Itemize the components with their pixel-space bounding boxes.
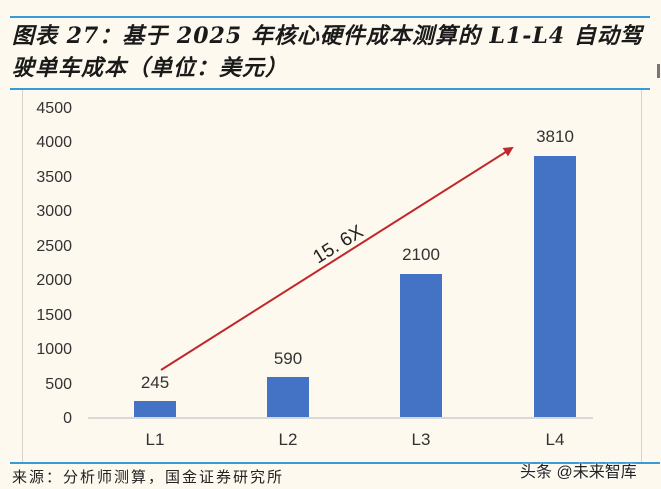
bottom-rule: [10, 462, 660, 464]
data-label-l1: 245: [140, 373, 170, 392]
y-tick: 3000: [36, 203, 72, 221]
data-label-l2: 590: [273, 349, 303, 368]
watermark: 头条 @未来智库: [520, 464, 637, 481]
y-tick: 500: [45, 375, 72, 393]
x-tick-l3: L3: [411, 430, 431, 449]
y-tick: 3500: [36, 168, 72, 186]
y-tick: 4000: [36, 134, 72, 152]
plot-frame: [22, 90, 642, 462]
x-axis-line: [88, 417, 593, 419]
y-tick: 2500: [36, 237, 72, 255]
x-tick-l2: L2: [278, 430, 298, 449]
y-tick: 2000: [36, 272, 72, 290]
x-tick-l1: L1: [145, 430, 165, 449]
y-tick: 1000: [36, 341, 72, 359]
x-tick-l4: L4: [545, 430, 565, 449]
bar-l1: [134, 401, 176, 418]
edge-mark: [657, 64, 660, 78]
y-tick: 0: [63, 410, 72, 427]
top-rule: [10, 16, 650, 18]
bar-l3: [400, 274, 442, 418]
title-bottom-rule: [10, 88, 650, 90]
y-tick: 1500: [36, 306, 72, 324]
bar-l2: [267, 377, 309, 418]
source-note: 来源：分析师测算，国金证券研究所: [12, 468, 285, 486]
chart-title: 图表 27：基于 2025 年核心硬件成本测算的 L1-L4 自动驾驶单车成本（…: [12, 23, 643, 81]
y-tick: 4500: [36, 100, 72, 117]
bar-l4: [534, 156, 576, 418]
data-label-l4: 3810: [536, 127, 574, 146]
data-label-l3: 2100: [402, 245, 440, 264]
